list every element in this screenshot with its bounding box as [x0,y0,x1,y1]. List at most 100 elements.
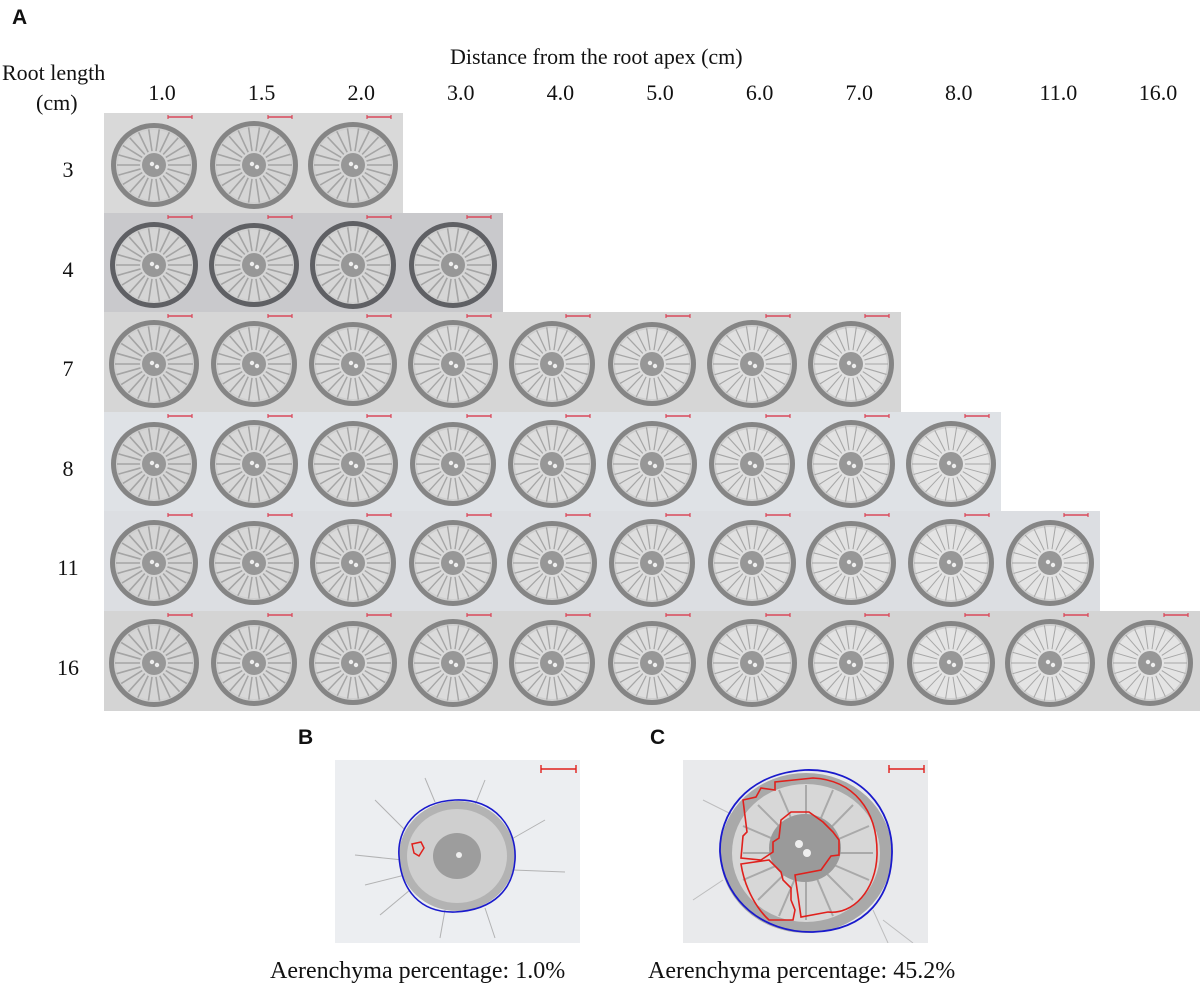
panel-c-caption: Aerenchyma percentage: 45.2% [648,958,956,984]
micrograph-cell [104,511,204,611]
micrograph-cell [701,411,802,512]
column-label: 6.0 [745,80,774,105]
root-cross-section [607,413,697,507]
micrograph-cell [1100,610,1200,711]
root-cross-section [408,513,497,606]
root-cross-section [706,612,797,707]
micrograph-cell [303,113,404,213]
micrograph-cell [402,610,503,711]
micrograph-cell [203,610,304,711]
micrograph-cell [104,411,204,512]
micrograph-cell [602,312,702,412]
root-cross-section [209,115,298,209]
micrograph-cell [801,610,902,711]
micrograph-cell [303,511,404,611]
row-label: 8 [62,455,74,481]
y-axis-title-line2: (cm) [36,90,78,115]
x-axis-title: Distance from the root apex (cm) [450,44,743,69]
micrograph-cell [303,312,404,412]
micrograph-cell [402,212,503,313]
root-cross-section [706,314,797,408]
row-label: 16 [57,654,79,680]
row-label: 7 [62,356,74,381]
root-cross-section [111,115,197,207]
micrograph-cell [402,312,503,412]
root-cross-section-c [692,765,925,943]
panel-b-caption: Aerenchyma percentage: 1.0% [270,958,566,984]
micrograph-cell [900,610,1001,711]
root-cross-section [109,314,199,408]
micrograph-cell [203,312,304,412]
root-cross-section [308,115,399,208]
root-cross-section [608,612,696,705]
panel-a-label: A [12,6,28,29]
root-cross-section [609,513,695,607]
panel-c-micrograph [683,760,928,943]
panel-b-micrograph [335,760,580,943]
micrograph-cell [402,411,503,512]
root-cross-section [1107,612,1193,706]
micrograph-cell [801,511,902,611]
root-cross-section [208,513,299,605]
root-cross-section [110,214,198,308]
panel-b-label: B [298,726,314,749]
micrograph-cell [203,113,304,213]
root-cross-section [109,612,199,707]
micrograph-cell [502,511,603,611]
row-label: 11 [57,555,79,580]
root-cross-section [208,214,299,307]
micrograph-cell [1000,610,1101,711]
root-cross-section [508,413,597,508]
micrograph-cell [502,312,603,412]
micrograph-cell [303,212,404,313]
micrograph-cell [701,312,802,412]
root-cross-section [1005,612,1096,707]
column-label: 7.0 [845,80,873,105]
root-cross-section [310,214,397,309]
column-label: 5.0 [646,80,674,105]
root-cross-section [905,413,996,507]
micrograph-cell [701,511,802,611]
column-label: 8.0 [945,80,973,105]
root-cross-section [407,314,498,408]
root-cross-section [308,413,399,507]
root-cross-section [209,413,298,508]
micrograph-cell [801,312,902,412]
root-cross-section-b [354,765,577,939]
micrograph-cell [602,610,702,711]
root-cross-section [808,612,895,706]
micrograph-cell [701,610,802,711]
root-cross-section [111,413,197,506]
root-cross-section [608,314,696,406]
y-axis-title-line1: Root length [2,60,106,85]
root-cross-section [509,314,596,407]
root-cross-section [210,314,297,407]
root-cross-section [507,513,598,605]
column-label: 11.0 [1039,80,1078,105]
root-cross-section [408,214,497,308]
root-cross-section [110,513,198,606]
root-cross-section [907,513,994,607]
column-label: 2.0 [347,80,375,105]
root-cross-section [806,513,897,605]
root-cross-section [1006,513,1095,606]
micrograph-cell [303,610,404,711]
micrograph-cell [402,511,503,611]
root-cross-section [808,314,895,407]
root-cross-section [309,314,398,406]
micrograph-cell [303,411,404,512]
micrograph-cell [900,411,1001,512]
micrograph-cell [104,312,204,412]
micrograph-cell [502,411,603,512]
root-cross-section [509,612,596,706]
column-label: 1.0 [148,80,176,105]
micrograph-cell [104,212,204,313]
panel-c-label: C [650,726,666,749]
micrograph-cell [203,411,304,512]
root-cross-section [807,413,896,508]
root-cross-section [409,413,496,506]
root-cross-section [407,612,498,707]
micrograph-cell [203,511,304,611]
root-cross-section [707,513,796,606]
root-cross-section [309,612,398,705]
